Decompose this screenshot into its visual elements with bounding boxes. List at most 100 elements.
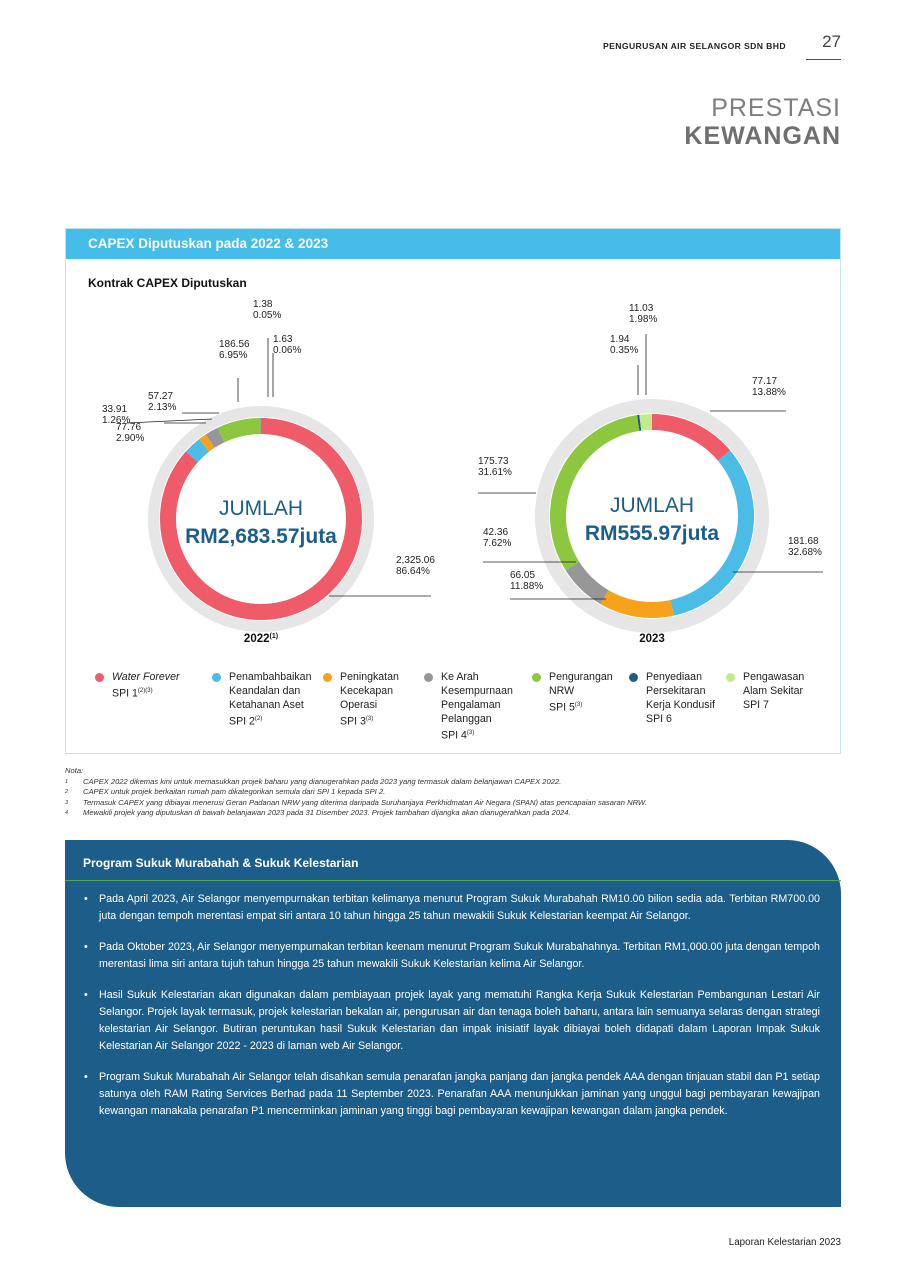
- legend-sup: (3): [574, 702, 583, 708]
- legend-name: Pengawasan Alam Sekitar: [743, 671, 805, 697]
- legend-spi: SPI 6: [646, 713, 672, 725]
- data-label-percent: 0.35%: [610, 345, 638, 356]
- sukuk-bullet: Program Sukuk Murabahah Air Selangor tel…: [84, 1069, 820, 1120]
- data-label-percent: 0.05%: [253, 310, 281, 321]
- notes-label: Nota:: [65, 766, 84, 775]
- notes-list: 1 CAPEX 2022 dikemas kini untuk memasukka…: [65, 777, 845, 819]
- data-label-percent: 2.90%: [116, 433, 144, 444]
- legend-sup: (3): [466, 730, 475, 736]
- page-title-line1: PRESTASI: [711, 94, 841, 122]
- donut-slice-spi2: [185, 439, 210, 463]
- data-label-value: 66.05: [510, 570, 535, 581]
- page-title-line2: KEWANGAN: [684, 122, 841, 150]
- legend-spi: SPI 5: [549, 701, 575, 714]
- legend-swatch: [424, 673, 433, 682]
- company-name: PENGURUSAN AIR SELANGOR SDN BHD: [602, 41, 786, 51]
- donut-slice-spi1: [651, 414, 731, 461]
- panel-heading: CAPEX Diputuskan pada 2022 & 2023: [66, 229, 840, 259]
- donut-slice-spi2: [670, 450, 754, 616]
- center-label: JUMLAH: [219, 497, 303, 520]
- sukuk-bullet: Hasil Sukuk Kelestarian akan digunakan d…: [84, 987, 820, 1055]
- legend-name: Ke Arah Kesempurnaan Pengalaman Pelangga…: [441, 671, 513, 725]
- data-label-value: 33.91: [102, 404, 127, 415]
- legend-item-spi3: Peningkatan Kecekapan Operasi SPI 3(3): [323, 670, 399, 729]
- chart-year-title: 2023: [639, 633, 665, 645]
- page-number: 27: [806, 32, 841, 60]
- footnote-text: Mewakili projek yang diputuskan di bawah…: [83, 808, 571, 818]
- legend-swatch: [532, 673, 541, 682]
- data-label-percent: 2.13%: [148, 402, 176, 413]
- legend-spi: SPI 2: [229, 715, 255, 728]
- chart-subheading: Kontrak CAPEX Diputuskan: [88, 276, 247, 290]
- legend-sup: (2): [254, 716, 263, 722]
- data-label-percent: 1.98%: [629, 314, 657, 325]
- donut-slice-spi3: [199, 434, 215, 452]
- donut-charts: 2,325.0686.64%77.762.90%33.911.26%57.272…: [102, 299, 823, 645]
- legend-label: Pengawasan Alam Sekitar SPI 7: [726, 670, 804, 712]
- legend-spi: SPI 3: [340, 715, 366, 728]
- footnote-number: 1: [65, 778, 69, 785]
- legend-item-spi1: Water Forever SPI 1(2)(3): [95, 670, 180, 701]
- data-label-percent: 11.88%: [510, 581, 543, 592]
- data-label-value: 2,325.06: [396, 555, 435, 566]
- sukuk-divider: [65, 880, 841, 881]
- sukuk-bullets: Pada April 2023, Air Selangor menyempurn…: [84, 891, 820, 1134]
- footnote-item: 3 Termasuk CAPEX yang dibiayai menerusi G…: [65, 798, 845, 809]
- data-label-percent: 1.26%: [102, 415, 130, 426]
- legend-label: Peningkatan Kecekapan Operasi SPI 3(3): [323, 670, 399, 729]
- donut-hole: [176, 434, 346, 604]
- legend-item-spi4: Ke Arah Kesempurnaan Pengalaman Pelangga…: [424, 670, 513, 743]
- footnote-item: 1 CAPEX 2022 dikemas kini untuk memasukka…: [65, 777, 845, 788]
- data-label-value: 11.03: [629, 303, 654, 314]
- data-label-value: 175.73: [478, 456, 509, 467]
- legend-item-spi5: Pengurangan NRW SPI 5(3): [532, 670, 613, 715]
- center-label: JUMLAH: [610, 494, 694, 517]
- data-label-percent: 86.64%: [396, 566, 430, 577]
- center-total: RM555.97juta: [585, 522, 720, 545]
- chart-year-sup: (1): [270, 633, 279, 640]
- legend-name: Penambahbaikan Keandalan dan Ketahanan A…: [229, 671, 312, 711]
- legend-label: Ke Arah Kesempurnaan Pengalaman Pelangga…: [424, 670, 513, 743]
- footnote-text: CAPEX untuk projek berkaitan rumah pam d…: [83, 787, 386, 797]
- legend-label: Penyediaan Persekitaran Kerja Kondusif S…: [629, 670, 715, 726]
- footnote-number: 4: [65, 810, 69, 817]
- sukuk-panel: Program Sukuk Murabahah & Sukuk Kelestar…: [65, 840, 841, 1207]
- data-label-value: 77.76: [116, 422, 141, 433]
- legend-sup: (2)(3): [137, 688, 153, 694]
- legend-swatch: [95, 673, 104, 682]
- data-label-value: 42.36: [483, 527, 508, 538]
- legend-sup: (3): [365, 716, 374, 722]
- legend-swatch: [323, 673, 332, 682]
- donut-slice-spi5: [217, 418, 261, 443]
- data-label-percent: 31.61%: [478, 467, 512, 478]
- donut-slice-spi4: [205, 427, 225, 448]
- data-label-value: 1.38: [253, 299, 273, 310]
- sukuk-title: Program Sukuk Murabahah & Sukuk Kelestar…: [83, 856, 359, 870]
- legend-label: Water Forever SPI 1(2)(3): [95, 670, 180, 701]
- legend-label: Penambahbaikan Keandalan dan Ketahanan A…: [212, 670, 311, 729]
- footnote-item: 2 CAPEX untuk projek berkaitan rumah pam …: [65, 787, 845, 798]
- data-label-percent: 6.95%: [219, 350, 247, 361]
- legend-swatch: [726, 673, 735, 682]
- data-label-value: 77.17: [752, 376, 777, 387]
- donut-slice-spi4: [565, 561, 609, 604]
- center-total: RM2,683.57juta: [185, 525, 337, 548]
- legend-name: Water Forever: [112, 671, 180, 683]
- data-label-percent: 13.88%: [752, 387, 786, 398]
- legend-name: Penyediaan Persekitaran Kerja Kondusif: [646, 671, 715, 711]
- footnote-text: Termasuk CAPEX yang dibiayai menerusi Ge…: [83, 797, 647, 807]
- footer-text: Laporan Kelestarian 2023: [728, 1237, 841, 1248]
- data-label-percent: 7.62%: [483, 538, 511, 549]
- data-label-value: 57.27: [148, 391, 173, 402]
- legend-spi: SPI 4: [441, 729, 467, 742]
- footnote-number: 3: [65, 799, 69, 806]
- capex-panel: CAPEX Diputuskan pada 2022 & 2023 Kontra…: [65, 228, 841, 754]
- data-label-value: 1.63: [273, 334, 293, 345]
- legend-spi: SPI 7: [743, 699, 769, 711]
- data-label-value: 186.56: [219, 339, 250, 350]
- leader-line: [126, 418, 213, 424]
- donut-slice-spi3: [600, 590, 674, 618]
- data-label-percent: 32.68%: [788, 547, 822, 558]
